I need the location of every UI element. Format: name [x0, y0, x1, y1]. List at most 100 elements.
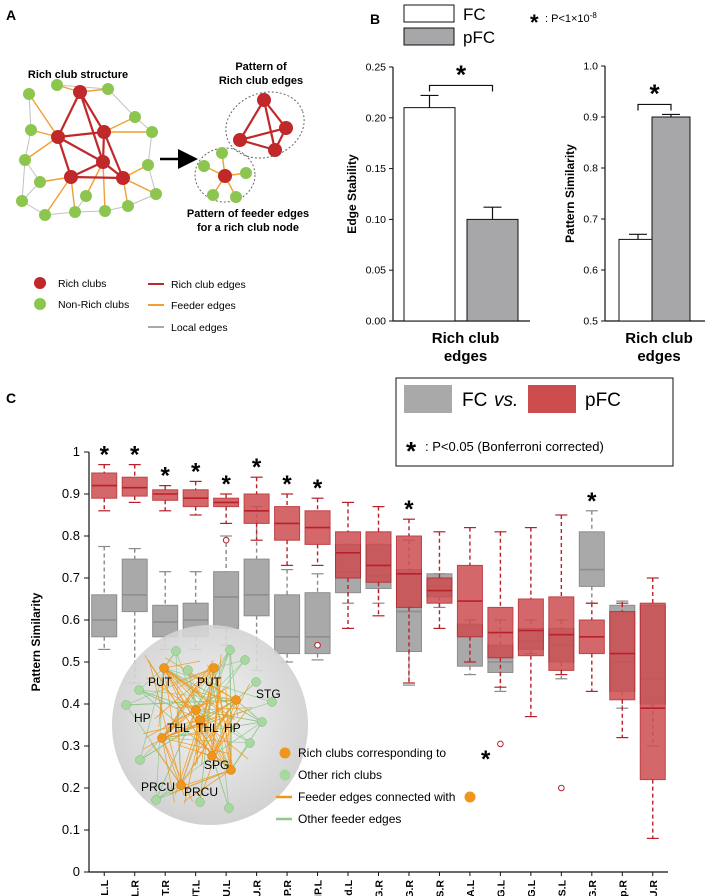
non-rich-club-node — [34, 176, 46, 188]
legend-fc-box-swatch — [404, 385, 452, 413]
panel-a: A Rich club structure Pattern of Rich cl… — [6, 7, 309, 334]
box-significance-star: * — [221, 471, 231, 498]
other-rich-club-node — [257, 717, 267, 727]
non-rich-club-node — [69, 206, 81, 218]
pfc-box-PrCG.R-iqr — [365, 531, 392, 583]
pattern-similarity-y-tick-label: 0.7 — [583, 214, 598, 226]
rich-club-corresponding-node — [195, 715, 205, 725]
box-y-tick-label: 0.1 — [62, 822, 80, 837]
legend-pfc-box-swatch — [528, 385, 576, 413]
box-x-tick-label: THL.L — [99, 879, 111, 896]
fc-box-PUT.R — [152, 571, 179, 651]
other-feeder-edge — [155, 784, 182, 801]
pfc-box-INS.L-iqr — [548, 596, 575, 671]
box-x-tick-label: SPG.R — [587, 880, 599, 896]
fc-box-THL.R — [121, 547, 148, 684]
pattern-feeder-title-1: Pattern of feeder edges — [187, 208, 309, 220]
non-rich-club-node — [230, 191, 242, 203]
feeder-edge-connected — [158, 667, 165, 728]
other-feeder-edge — [230, 742, 251, 771]
non-rich-club-node — [216, 147, 228, 159]
other-rich-club-node — [195, 797, 205, 807]
non-rich-club-node — [25, 124, 37, 136]
box-y-tick-label: 0.5 — [62, 654, 80, 669]
non-rich-club-node — [150, 188, 162, 200]
legend-feeder-connected: Feeder edges connected with — [298, 790, 455, 804]
rich-club-edge — [239, 126, 287, 142]
rich-club-node — [268, 143, 282, 157]
fc-box-PRCU.L-iqr — [213, 571, 240, 629]
feeder-edge-connected — [163, 667, 197, 712]
box-significance-star: * — [130, 442, 140, 469]
panel-a-legend: Rich clubs Non-Rich clubs Rich club edge… — [34, 277, 246, 334]
rich-club-structure-title: Rich club structure — [28, 69, 128, 81]
panel-c: C FC vs. pFC * : P<0.05 (Bonferroni corr… — [6, 377, 674, 896]
other-feeder-edge — [139, 737, 163, 761]
non-rich-club-node — [23, 88, 35, 100]
non-rich-club-node — [51, 79, 63, 91]
pfc-box-MTG.L — [487, 531, 514, 748]
other-feeder-edge — [180, 649, 231, 786]
local-edge — [107, 88, 136, 118]
rich-club-edge — [57, 130, 105, 139]
box-x-tick-label: MTG.L — [495, 879, 507, 896]
other-feeder-edge — [229, 649, 237, 701]
edge-stability-significance-bracket — [428, 84, 494, 92]
box-y-tick-label: 0.7 — [62, 570, 80, 585]
pfc-box-SFGmed.L-iqr — [335, 531, 362, 579]
legend-c-pfc: pFC — [585, 390, 621, 411]
feeder-edge-connected — [173, 667, 215, 684]
edge-stability-y-tick-label: 0.20 — [366, 112, 387, 124]
edge-stability-bar-pfc — [466, 218, 519, 322]
box-y-tick-label: 0.2 — [62, 780, 80, 795]
rich-club-corresponding-node — [159, 663, 169, 673]
box-significance-star: * — [252, 454, 262, 481]
other-rich-club-node — [225, 645, 235, 655]
feeder-pattern-outline — [194, 147, 256, 203]
box-significance-star: * — [404, 496, 414, 523]
other-rich-club-node — [171, 646, 181, 656]
pattern-similarity-x-label-1: Rich club — [625, 330, 693, 347]
pfc-box-TPsup.R-iqr — [609, 611, 636, 701]
pattern-similarity-y-tick-label: 0.9 — [583, 112, 598, 124]
feeder-edge-connected — [177, 667, 215, 689]
box-y-tick-label: 1 — [73, 444, 80, 459]
non-rich-club-node — [102, 83, 114, 95]
other-feeder-edge — [211, 755, 230, 809]
pfc-box-SMA.L — [456, 526, 483, 663]
rich-club-node — [279, 121, 293, 135]
pattern-similarity-y-label: Pattern Similarity — [563, 144, 577, 243]
pattern-similarity-significance-star: * — [649, 78, 660, 108]
box-x-tick-label: SFGmed.L — [343, 879, 355, 896]
pfc-box-PUT.L — [182, 480, 209, 516]
pattern-similarity-box-chart: 0 0.1 0.2 0.3 0.4 0.5 0.6 0.7 0.8 0.9 1 Pattern Sim… — [29, 442, 668, 896]
box-x-tick-label: TPsup.R — [617, 880, 629, 896]
feeder-edge-connected — [163, 667, 201, 693]
legend-pfc-label: pFC — [463, 28, 495, 47]
pfc-box-PRCU.L — [213, 493, 240, 544]
other-feeder-edge — [161, 649, 231, 739]
pfc-box-THL.R — [121, 464, 148, 503]
pfc-box-CAU.R-iqr — [639, 602, 666, 781]
pfc-box-SFGmed.L — [335, 501, 362, 630]
rich-club-edge — [239, 99, 265, 141]
pfc-box-PRCU.R-iqr — [243, 493, 270, 524]
feeder-edge-connected — [163, 667, 221, 764]
significance-star-legend: * — [530, 10, 539, 35]
feeder-edge — [28, 93, 59, 138]
feeder-edge-connected — [175, 699, 237, 709]
rich-club-corresponding-node — [231, 695, 241, 705]
brain-network — [121, 645, 277, 813]
pfc-box-PRCU.L-outlier — [222, 536, 230, 544]
feeder-edge-connected — [179, 667, 215, 707]
non-rich-club-node-icon — [34, 298, 46, 310]
pfc-box-PUT.R-iqr — [152, 489, 179, 501]
edge-stability-x-label-1: Rich club — [432, 330, 500, 347]
rich-club-node — [73, 85, 87, 99]
box-x-tick-label: CAU.R — [648, 880, 660, 896]
pfc-box-INS.R — [426, 531, 453, 630]
panel-letter-c: C — [6, 390, 16, 406]
brain-label-spg: SPG — [204, 758, 229, 772]
